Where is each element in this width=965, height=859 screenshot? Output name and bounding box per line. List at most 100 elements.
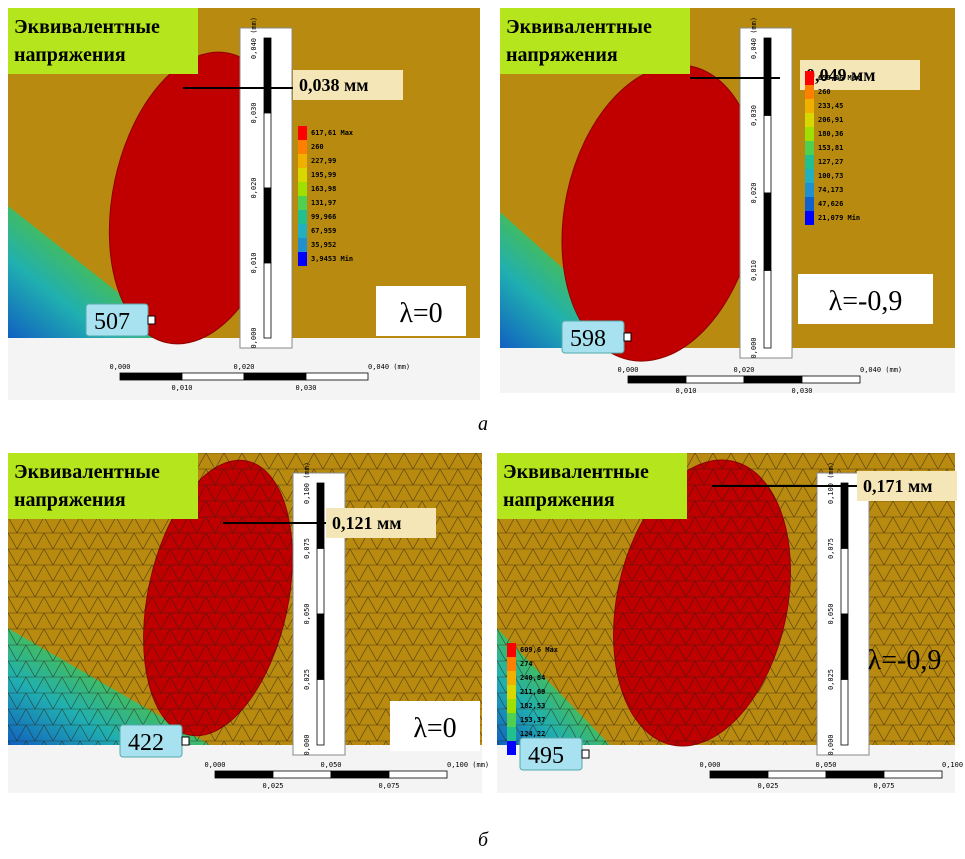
scale-segment xyxy=(119,372,183,381)
legend-label: 67,959 xyxy=(311,227,336,235)
scale-label: 0,020 xyxy=(233,363,254,371)
legend-label: 163,98 xyxy=(311,185,336,193)
legend-label: 182,53 xyxy=(520,702,545,710)
legend-label: 206,91 xyxy=(818,116,843,124)
legend-label: 127,27 xyxy=(818,158,843,166)
lambda-box xyxy=(390,701,480,751)
scale-segment xyxy=(801,375,861,384)
scale-label: 0,000 xyxy=(109,363,130,371)
legend-swatch xyxy=(298,224,307,238)
scale-segment xyxy=(767,770,827,779)
scale-label: 0,050 xyxy=(827,603,835,624)
panel: Эквивалентные напряжения 0,100 (mm) 0,075 0,… xyxy=(8,453,489,793)
panel: Эквивалентные напряжения 0,040 (mm) 0,030 0,… xyxy=(500,8,955,395)
legend-label: 99,966 xyxy=(311,213,336,221)
scale-label: 0,050 xyxy=(320,761,341,769)
dimension-box xyxy=(857,471,957,501)
scale-label: 0,000 xyxy=(750,337,758,358)
dimension-box xyxy=(326,508,436,538)
legend-label: 100,73 xyxy=(818,172,843,180)
legend-label: 240,84 xyxy=(520,674,545,682)
scale-segment xyxy=(263,37,272,114)
legend-swatch xyxy=(507,713,516,727)
scale-label: 0,025 xyxy=(757,782,778,790)
lambda-box xyxy=(798,274,933,324)
lambda: λ=-0,9 xyxy=(868,645,942,676)
legend-label: 609,6 Max xyxy=(520,646,559,654)
scale-segment xyxy=(840,548,849,615)
legend-label: 658,06 Max xyxy=(818,74,861,82)
legend-label: 233,45 xyxy=(818,102,843,110)
scale-segment xyxy=(316,679,325,746)
scale-segment xyxy=(316,548,325,615)
scale-segment xyxy=(763,115,772,194)
legend-label: 131,97 xyxy=(311,199,336,207)
legend-swatch xyxy=(507,741,516,755)
scale-label: 0,100 (mm) xyxy=(447,761,489,769)
title: напряжения xyxy=(506,44,618,66)
legend-label: 260 xyxy=(311,143,324,151)
scale-segment xyxy=(685,375,745,384)
scale-label: 0,075 xyxy=(303,538,311,559)
scale-segment xyxy=(883,770,943,779)
scale-segment xyxy=(305,372,369,381)
scale-label: 0,075 xyxy=(827,538,835,559)
legend-label: 35,952 xyxy=(311,241,336,249)
scale-label: 0,100 (mm) xyxy=(942,761,965,769)
dimension-box xyxy=(293,70,403,100)
scale-label: 0,020 xyxy=(250,177,258,198)
scale-label: 0,040 (mm) xyxy=(368,363,410,371)
scale-label: 0,100 (mm) xyxy=(303,462,311,504)
scale-segment xyxy=(263,187,272,264)
scale-segment xyxy=(316,613,325,680)
scale-label: 0,010 xyxy=(675,387,696,395)
scale-segment xyxy=(263,112,272,189)
legend-swatch xyxy=(507,671,516,685)
scale-label: 0,040 (mm) xyxy=(250,17,258,59)
scale-segment xyxy=(388,770,448,779)
scale-label: 0,030 xyxy=(295,384,316,392)
scale-segment xyxy=(763,192,772,271)
scale-label: 0,050 xyxy=(815,761,836,769)
panel: Эквивалентные напряжения 0,040 (mm) 0,030 0,… xyxy=(8,8,480,400)
probe xyxy=(181,736,190,746)
legend-swatch xyxy=(805,141,814,155)
legend-swatch xyxy=(298,140,307,154)
scale-label: 0,030 xyxy=(250,102,258,123)
legend-swatch xyxy=(507,727,516,741)
legend-label: 21,079 Min xyxy=(818,214,860,222)
scale-label: 0,010 xyxy=(171,384,192,392)
scale-label: 0,000 xyxy=(250,327,258,348)
legend-label: 3,9453 Min xyxy=(311,255,353,263)
scale-label: 0,010 xyxy=(750,260,758,281)
legend-swatch xyxy=(298,252,307,266)
legend-swatch xyxy=(298,238,307,252)
scale-label: 0,025 xyxy=(262,782,283,790)
lambda: λ=0 xyxy=(399,298,442,329)
value-label: 422 xyxy=(128,730,164,756)
scale-label: 0,030 xyxy=(750,105,758,126)
title-box xyxy=(500,8,690,74)
value-label: 495 xyxy=(528,743,564,769)
scale-label: 0,040 (mm) xyxy=(750,17,758,59)
scale-label: 0,010 xyxy=(250,252,258,273)
legend-swatch xyxy=(805,169,814,183)
scale-segment xyxy=(709,770,769,779)
lambda: λ=-0,9 xyxy=(829,286,903,317)
scale-segment xyxy=(763,270,772,349)
dimension: 0,038 мм xyxy=(299,75,369,95)
title-box xyxy=(8,8,198,74)
scale-label: 0,000 xyxy=(699,761,720,769)
title: Эквивалентные xyxy=(503,461,649,483)
scale-segment xyxy=(272,770,332,779)
scale-label: 0,075 xyxy=(873,782,894,790)
legend-label: 617,61 Max xyxy=(311,129,354,137)
legend-swatch xyxy=(805,71,814,85)
scale-label: 0,100 (mm) xyxy=(827,462,835,504)
legend-swatch xyxy=(298,182,307,196)
scale-segment xyxy=(214,770,274,779)
legend-swatch xyxy=(805,99,814,113)
legend-label: 260 xyxy=(818,88,831,96)
scale-label: 0,030 xyxy=(791,387,812,395)
caption: а xyxy=(478,413,488,435)
